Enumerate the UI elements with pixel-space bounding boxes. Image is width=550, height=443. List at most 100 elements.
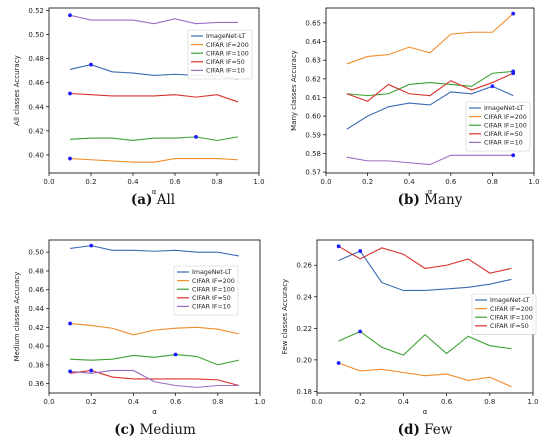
y-tick-label: 0.36 <box>28 380 44 388</box>
best-point-marker <box>89 243 94 248</box>
x-tick-label: 0.4 <box>128 398 140 406</box>
y-tick-label: 0.48 <box>28 55 44 63</box>
x-tick-label: 0.0 <box>311 398 322 406</box>
best-point-marker <box>68 321 72 326</box>
x-tick-label: 0.8 <box>487 178 498 186</box>
y-axis-label: Medium classes Accuracy <box>13 272 21 362</box>
series-line-cifar-if-200 <box>346 13 514 65</box>
legend-label: ImageNet-LT <box>490 297 530 304</box>
series-line-cifar-if-200 <box>338 362 512 388</box>
panel-caption: (a) All <box>131 192 175 208</box>
legend-box <box>471 293 537 335</box>
y-tick-label: 0.48 <box>28 267 44 275</box>
caption-text: Many <box>420 192 463 208</box>
legend-box <box>465 101 531 152</box>
x-tick-label: 0.4 <box>404 178 416 186</box>
x-tick-label: 0.0 <box>320 178 331 186</box>
x-axis-label: α <box>428 188 433 196</box>
series-line-cifar-if-50 <box>69 92 239 103</box>
y-tick-label: 0.58 <box>305 150 321 158</box>
legend-label: CIFAR IF=10 <box>206 68 245 75</box>
y-tick-label: 0.63 <box>305 57 321 65</box>
panel-many: 0.0 0.2 0.4 0.6 0.8 1.0 0.57 0.58 0.59 0.60 0.61 0.… <box>290 7 540 208</box>
legend-label: CIFAR IF=100 <box>206 50 249 57</box>
legend-label: CIFAR IF=50 <box>490 323 529 330</box>
series-line-cifar-if-100 <box>70 353 240 366</box>
x-tick-label: 0.6 <box>170 398 182 406</box>
y-axis-label: Many classes Accuracy <box>290 50 298 131</box>
y-tick-label: 0.20 <box>296 356 312 364</box>
best-point-marker <box>68 156 72 161</box>
series-line-cifar-if-100 <box>69 136 239 142</box>
y-tick-label: 0.46 <box>28 79 44 87</box>
series-line-cifar-if-50 <box>338 245 512 274</box>
best-point-marker <box>68 91 72 96</box>
y-axis-label: All classes Accuracy <box>13 55 21 125</box>
caption-letter: (c) <box>114 422 135 438</box>
x-tick-label: 0.8 <box>212 398 223 406</box>
legend-label: ImageNet-LT <box>192 269 232 276</box>
legend-label: CIFAR IF=200 <box>206 42 249 49</box>
caption-text: Few <box>420 422 453 438</box>
legend-box <box>187 29 253 80</box>
caption-letter: (d) <box>398 422 420 438</box>
legend-label: CIFAR IF=10 <box>484 140 523 147</box>
series-line-cifar-if-10 <box>69 14 238 25</box>
best-point-marker <box>68 13 72 18</box>
best-point-marker <box>89 368 94 373</box>
series-line-cifar-if-50 <box>346 72 514 102</box>
legend-label: CIFAR IF=200 <box>490 306 533 313</box>
legend-label: ImageNet-LT <box>484 105 524 112</box>
best-point-marker <box>511 71 516 76</box>
series-line-cifar-if-10 <box>70 369 239 388</box>
best-point-marker <box>490 84 495 89</box>
legend-label: CIFAR IF=200 <box>484 114 527 121</box>
x-tick-label: 0.6 <box>445 178 457 186</box>
legend-label: CIFAR IF=100 <box>490 314 533 321</box>
x-axis-label: α <box>423 408 428 416</box>
panel-caption: (b) Many <box>398 192 463 208</box>
y-tick-label: 0.44 <box>28 103 44 111</box>
x-tick-label: 0.0 <box>43 178 54 186</box>
series-line-imagenet-lt <box>70 245 239 257</box>
x-tick-label: 0.8 <box>484 398 495 406</box>
caption-text: All <box>152 192 175 208</box>
caption-letter: (a) <box>131 192 153 208</box>
y-tick-label: 0.57 <box>305 169 321 177</box>
x-axis-label: α <box>152 188 157 196</box>
panel-few: 0.0 0.2 0.4 0.6 0.8 1.00.180.200.220.240.26αF… <box>281 239 539 438</box>
y-tick-label: 0.50 <box>28 31 44 39</box>
series-line-cifar-if-10 <box>346 154 514 166</box>
panel-all: 0.0 0.2 0.4 0.6 0.8 1.0 0.40 0.42 0.44 0.46 0.48 0.… <box>13 7 265 208</box>
x-tick-label: 0.6 <box>169 178 181 186</box>
x-axis-label: α <box>152 408 157 416</box>
y-tick-label: 0.59 <box>305 131 321 139</box>
y-tick-label: 0.50 <box>28 249 44 257</box>
y-tick-label: 0.44 <box>28 305 44 313</box>
x-tick-label: 0.6 <box>441 398 453 406</box>
best-point-marker <box>194 134 198 139</box>
series-line-imagenet-lt <box>338 250 512 292</box>
x-tick-label: 0.4 <box>398 398 410 406</box>
series-line-imagenet-lt <box>346 85 514 130</box>
y-tick-label: 0.42 <box>28 324 44 332</box>
best-point-marker <box>511 11 516 16</box>
best-point-marker <box>89 62 93 67</box>
y-tick-label: 0.18 <box>296 388 312 396</box>
y-tick-label: 0.42 <box>28 127 44 135</box>
legend-label: CIFAR IF=50 <box>206 59 245 66</box>
caption-text: Medium <box>135 422 196 438</box>
legend-label: CIFAR IF=100 <box>192 286 235 293</box>
x-tick-label: 0.2 <box>362 178 373 186</box>
x-tick-label: 1.0 <box>527 398 538 406</box>
y-tick-label: 0.52 <box>28 7 44 15</box>
y-tick-label: 0.64 <box>305 38 321 46</box>
y-tick-label: 0.65 <box>305 19 321 27</box>
y-tick-label: 0.24 <box>296 293 312 301</box>
x-tick-label: 0.8 <box>211 178 222 186</box>
best-point-marker <box>511 153 516 158</box>
x-tick-label: 1.0 <box>528 178 539 186</box>
legend-label: CIFAR IF=100 <box>484 122 527 129</box>
